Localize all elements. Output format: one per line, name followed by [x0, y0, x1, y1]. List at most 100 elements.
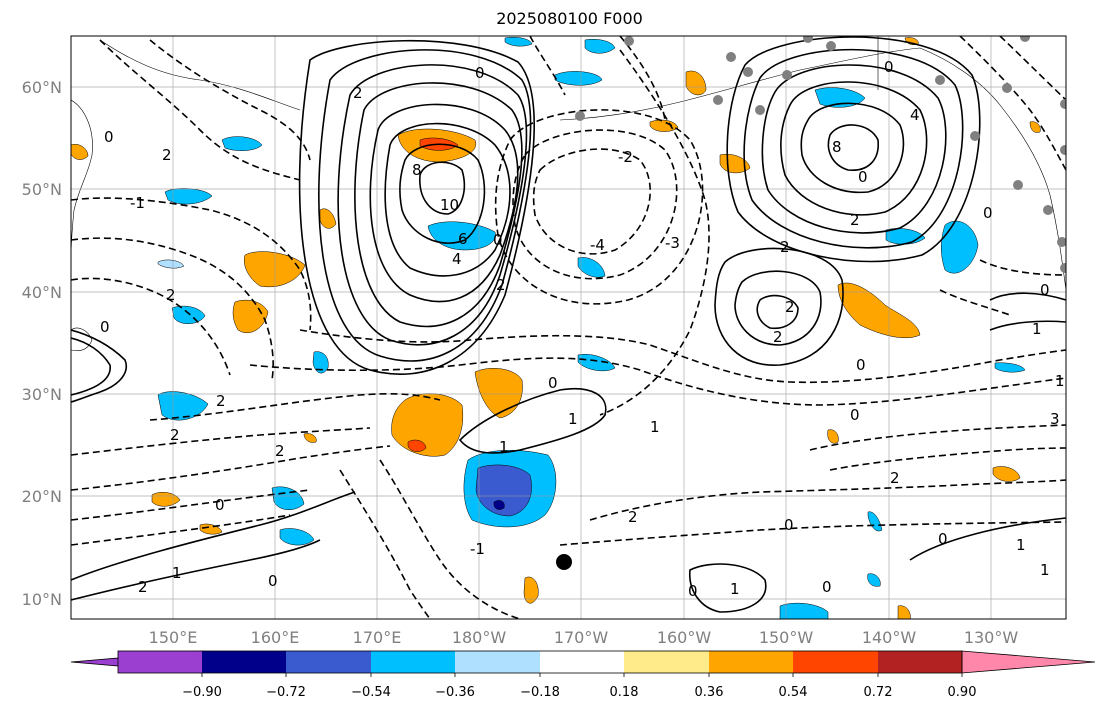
contour-label: -3 [665, 234, 680, 252]
colorbar-tick-label: −0.72 [266, 685, 306, 700]
contour-layer [71, 36, 1066, 619]
contour-line-dashed [71, 197, 312, 331]
contour-group-central-high [714, 247, 844, 366]
longitude-tick-label: 170°E [353, 628, 402, 647]
positive-anomaly-patch [837, 282, 921, 338]
colorbar-tick-label: 0.72 [864, 685, 893, 700]
contour-line-dashed [99, 39, 301, 181]
longitude-tick-label: 160°W [657, 628, 712, 647]
contour-group-west-cyclone [298, 39, 535, 375]
positive-anomaly-patch [474, 368, 523, 419]
contour-line-dashed [939, 289, 1011, 316]
contour-line [800, 102, 905, 194]
contour-group-east-cyclone [726, 36, 981, 263]
contour-line [354, 82, 523, 328]
colorbar-tick-label: 0.36 [695, 685, 724, 700]
contour-label: 0 [104, 128, 114, 146]
contour-label: 1 [730, 580, 740, 598]
contour-label: 2 [628, 508, 638, 526]
contour-label: -1 [130, 194, 145, 212]
station-dot [726, 52, 736, 62]
colorbar-tick-label: −0.36 [435, 685, 475, 700]
map-plot-area: 0 2 8 10 6 4 -2 -4 -3 2 0 0 4 8 2 0 2 2 … [71, 36, 1066, 619]
station-dot [575, 111, 585, 121]
contour-label: 8 [832, 138, 842, 156]
colorbar-segment [878, 651, 962, 673]
colorbar-segment [118, 651, 202, 673]
station-dot [826, 41, 836, 51]
positive-anomaly-patch [244, 251, 306, 288]
contour-line-dashed [829, 447, 1066, 471]
contour-label: 2 [780, 238, 790, 256]
contour-line [369, 103, 519, 303]
contour-label: 0 [268, 572, 278, 590]
contour-line-dashed [512, 129, 678, 280]
contour-line [71, 329, 127, 403]
station-dot [970, 131, 980, 141]
contour-label: 8 [412, 161, 422, 179]
latitude-tick-label: 10°N [22, 590, 62, 609]
contour-line-dashed [379, 459, 521, 619]
colorbar-segment [793, 651, 878, 673]
contour-line-dashed [149, 39, 311, 161]
contour-line [689, 563, 767, 613]
longitude-tick-label: 130°W [964, 628, 1019, 647]
latitude-tick-labels: 10°N 20°N 30°N 40°N 50°N 60°N [22, 78, 62, 609]
colorbar-extend-high [961, 650, 1096, 674]
negative-anomaly-patch [157, 391, 209, 421]
contour-line [780, 81, 928, 216]
contour-label: 1 [650, 418, 660, 436]
contour-line [989, 320, 1066, 331]
contour-line-dashed [979, 259, 1066, 276]
station-dot [1057, 237, 1066, 247]
contour-line [756, 294, 799, 330]
contour-label: 1 [499, 438, 509, 456]
contour-label: 2 [216, 392, 226, 410]
contour-line-dashed [71, 489, 311, 521]
contour-line [761, 64, 947, 234]
contour-label: 1 [1040, 561, 1050, 579]
positive-anomaly-patch-core [407, 439, 427, 452]
station-dot [803, 36, 813, 43]
contour-line [714, 247, 844, 366]
contour-line-dashed [959, 36, 1066, 171]
negative-anomaly-patch [157, 259, 185, 269]
station-dot [713, 95, 723, 105]
latitude-tick-label: 50°N [22, 180, 62, 199]
contour-label: 2 [850, 211, 860, 229]
contour-line-dashed [71, 277, 231, 376]
contour-line-dashed [809, 424, 1066, 451]
colorbar-tick-label: −0.90 [182, 685, 222, 700]
colorbar-segment [540, 651, 624, 673]
contour-group-dashed [71, 36, 1066, 619]
contour-label: 0 [493, 231, 503, 249]
contour-line [337, 64, 528, 346]
contour-line-dashed [71, 445, 391, 491]
contour-line [384, 122, 511, 277]
colorbar-tick-label: 0.90 [948, 685, 977, 700]
colorbar-tick-label: −0.18 [520, 685, 560, 700]
contour-label: 1 [1032, 320, 1042, 338]
latitude-tick-label: 60°N [22, 78, 62, 97]
contour-label: 6 [458, 230, 468, 248]
longitude-tick-label: 140°W [862, 628, 917, 647]
contour-label: 0 [784, 516, 794, 534]
positive-anomaly-patch [319, 208, 337, 229]
negative-anomaly-patch [171, 305, 206, 324]
contour-line [399, 143, 486, 244]
longitude-tick-label: 150°E [149, 628, 198, 647]
colorbar-segment [455, 651, 540, 673]
longitude-tick-label: 180°W [452, 628, 507, 647]
negative-anomaly-patch [577, 354, 616, 372]
contour-line-dashed [532, 148, 651, 255]
contour-label: 0 [983, 204, 993, 222]
contour-line [734, 270, 822, 346]
negative-anomaly-patch [271, 486, 305, 510]
contour-label: 0 [850, 406, 860, 424]
contour-label: 3 [1050, 410, 1060, 428]
contour-label: 2 [785, 298, 795, 316]
negative-anomaly-patch [554, 71, 603, 86]
negative-anomaly-patch [279, 528, 315, 546]
contour-label: 0 [884, 58, 894, 76]
contour-label: 2 [890, 469, 900, 487]
